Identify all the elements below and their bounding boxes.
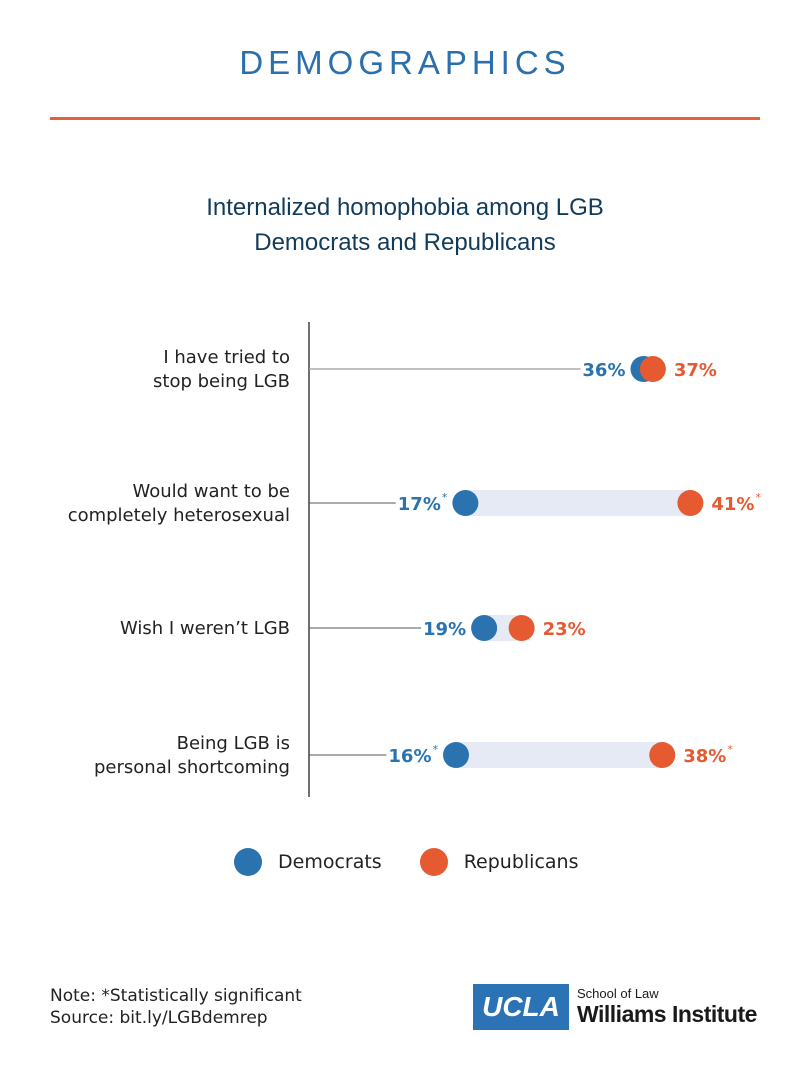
republicans-dot bbox=[639, 356, 666, 382]
democrats-value-label-significance-marker: * bbox=[442, 491, 448, 504]
democrats-value-label-value: 17% bbox=[398, 494, 441, 515]
source-link[interactable]: Source: bit.ly/LGBdemrep bbox=[50, 1008, 268, 1028]
republicans-dot bbox=[508, 615, 535, 641]
logo-school: School of Law bbox=[577, 986, 659, 1001]
legend-label-republicans: Republicans bbox=[463, 851, 579, 873]
significance-note: Note: *Statistically significant bbox=[50, 986, 302, 1006]
republicans-value-label-value: 23% bbox=[543, 619, 586, 640]
republicans-value-label: 37% bbox=[674, 360, 717, 381]
democrats-dot bbox=[471, 615, 498, 641]
republicans-value-label-value: 37% bbox=[674, 360, 717, 381]
logo-institute: Williams Institute bbox=[577, 1001, 757, 1027]
logo-text: School of Law Williams Institute bbox=[577, 986, 757, 1028]
democrats-value-label: 36% bbox=[582, 360, 625, 381]
democrats-value-label: 19% bbox=[423, 619, 466, 640]
ucla-logo: UCLA bbox=[473, 984, 569, 1030]
democrats-value-label-value: 16% bbox=[388, 746, 431, 767]
democrats-dot-icon bbox=[234, 848, 262, 876]
williams-institute-logo: UCLA School of Law Williams Institute bbox=[473, 984, 757, 1030]
democrats-value-label: 16%* bbox=[388, 743, 438, 767]
republicans-dot bbox=[677, 490, 704, 516]
chart-title-line-2: Democrats and Republicans bbox=[254, 229, 556, 256]
category-label: Would want to be bbox=[132, 481, 290, 502]
category-label: I have tried to bbox=[163, 347, 290, 368]
republicans-value-label-value: 41% bbox=[711, 494, 754, 515]
chart-title: Internalized homophobia among LGB Democr… bbox=[0, 190, 810, 260]
difference-band bbox=[465, 490, 691, 516]
category-label: completely heterosexual bbox=[68, 505, 290, 526]
legend-item-republicans: Republicans bbox=[419, 848, 579, 876]
republicans-dot bbox=[649, 742, 676, 768]
section-header: DEMOGRAPHICS bbox=[239, 44, 571, 81]
republicans-dot-icon bbox=[419, 848, 448, 876]
chart-title-line-1: Internalized homophobia among LGB bbox=[206, 194, 604, 221]
category-label: stop being LGB bbox=[153, 371, 290, 392]
republicans-value-label-value: 38% bbox=[683, 746, 726, 767]
republicans-value-label-significance-marker: * bbox=[755, 491, 761, 504]
legend-item-democrats: Democrats bbox=[234, 848, 382, 876]
category-label: Wish I weren’t LGB bbox=[120, 618, 290, 639]
republicans-value-label: 23% bbox=[543, 619, 586, 640]
democrats-value-label: 17%* bbox=[398, 491, 448, 515]
democrats-value-label-value: 36% bbox=[582, 360, 625, 381]
header-divider bbox=[50, 117, 760, 120]
category-label: personal shortcoming bbox=[94, 757, 290, 778]
republicans-value-label: 38%* bbox=[683, 743, 733, 767]
republicans-value-label: 41%* bbox=[711, 491, 761, 515]
difference-band bbox=[456, 742, 663, 768]
democrats-dot bbox=[443, 742, 469, 768]
category-label: Being LGB is bbox=[177, 733, 290, 754]
footer-note: Note: *Statistically significant Source:… bbox=[50, 985, 302, 1029]
legend: Democrats Republicans bbox=[234, 848, 617, 876]
republicans-value-label-significance-marker: * bbox=[727, 743, 733, 756]
legend-label-democrats: Democrats bbox=[278, 851, 382, 873]
democrats-value-label-value: 19% bbox=[423, 619, 466, 640]
democrats-value-label-significance-marker: * bbox=[433, 743, 439, 756]
democrats-dot bbox=[452, 490, 479, 516]
